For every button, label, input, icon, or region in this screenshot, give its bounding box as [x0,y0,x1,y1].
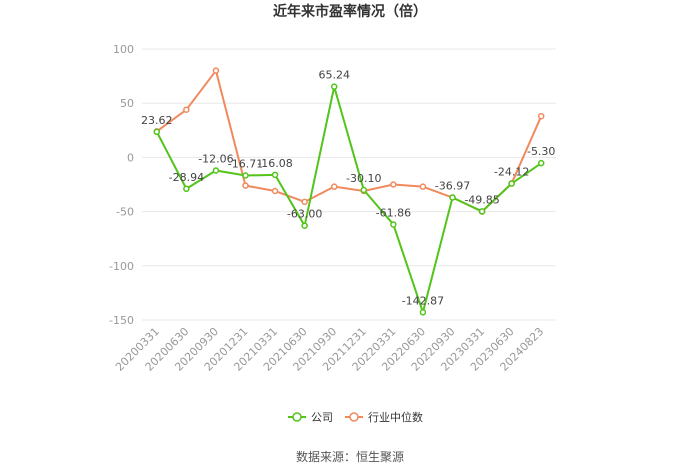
series-point-1 [242,182,249,189]
series-point-0 [537,159,545,167]
series-point-0 [153,128,161,136]
series-point-0 [419,309,427,316]
legend-item-1[interactable]: 行业中位数 [345,410,423,424]
series-point-0 [360,186,368,194]
series-line-0 [155,85,542,314]
y-tick-label: 0 [127,151,134,164]
data-label: -36.97 [435,179,470,192]
data-label: -12.06 [198,152,233,165]
legend[interactable]: 公司 行业中位数 [288,410,423,424]
data-label: -30.10 [346,172,381,185]
series-point-1 [271,187,279,195]
data-label: -63.00 [287,208,322,221]
data-label: -49.85 [464,193,499,206]
series-point-0 [508,180,515,187]
source-note: 数据来源：恒生聚源 [296,449,404,464]
series-point-1 [419,183,427,190]
data-label: 65.24 [318,69,350,82]
data-labels: 23.62 -28.94 -12.06-16.71-16.08 -63.00 65.24… [141,69,555,308]
series-point-1 [330,183,338,190]
x-axis: 2020033120200630202009302020123120210331… [113,325,546,374]
series-point-0 [478,208,486,215]
chart-title: 近年来市盈率情况（倍） [273,3,427,20]
y-tick-label: 100 [113,43,134,56]
series-point-0 [242,172,249,179]
data-label: -16.08 [257,157,292,170]
series-point-1 [301,198,308,206]
y-axis: 100 50 0 -50 -100 -150 [109,43,134,327]
series-point-1 [390,181,397,188]
series-point-0 [449,194,456,201]
data-label: -28.94 [169,171,204,184]
series-point-0 [183,185,190,193]
legend-marker [349,412,359,422]
series-point-0 [390,221,397,228]
legend-label: 行业中位数 [368,410,423,424]
legend-item-0[interactable]: 公司 [288,411,333,424]
y-tick-label: -100 [109,260,134,273]
legend-marker [292,412,302,422]
series-point-1 [212,67,220,74]
data-label: -61.86 [376,206,411,219]
data-label: -5.30 [527,145,555,158]
series-point-1 [183,106,190,113]
y-tick-label: 50 [120,97,134,110]
y-tick-label: -50 [116,206,134,219]
legend-label: 公司 [311,411,333,424]
series-point-1 [537,112,545,120]
series-point-0 [301,222,308,229]
data-label: -142.87 [402,294,444,307]
series-point-0 [212,167,220,174]
y-tick-label: -150 [109,314,134,327]
series-point-0 [271,171,279,179]
data-label: -16.71 [228,158,263,171]
data-label: -24.12 [494,166,529,179]
series-point-0 [330,83,338,90]
grid-lines [142,48,556,321]
data-label: 23.62 [141,114,173,127]
series-group [153,67,545,316]
